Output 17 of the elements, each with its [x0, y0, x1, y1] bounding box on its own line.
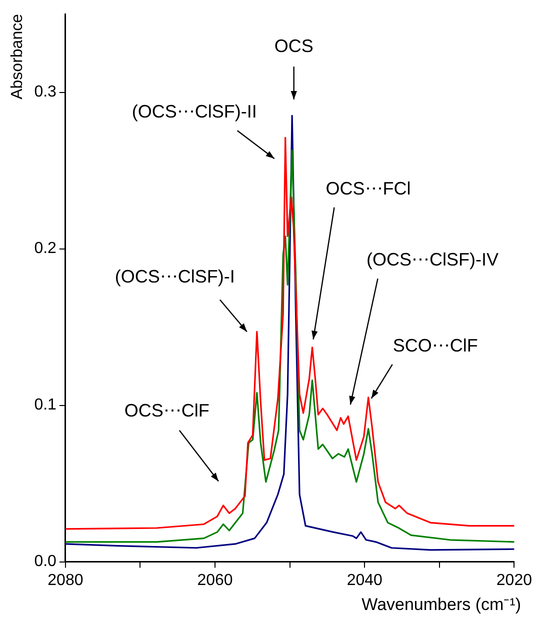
- y-tick-label: 0.3: [34, 84, 57, 101]
- y-axis-title: Absorbance: [9, 14, 26, 100]
- x-tick-label: 2040: [346, 572, 383, 589]
- annotation: SCO⋯ClF: [392, 335, 478, 356]
- y-tick-label: 0.0: [34, 553, 57, 570]
- x-tick-label: 2060: [197, 572, 233, 589]
- annotation: (OCS⋯ClSF)-I: [114, 266, 235, 287]
- y-tick-label: 0.2: [34, 240, 57, 258]
- annotation: OCS⋯ClF: [124, 400, 210, 421]
- x-axis-title: Wavenumbers (cm⁻¹): [362, 595, 521, 614]
- annotation: OCS⋯FCl: [326, 178, 411, 198]
- annotation: (OCS⋯ClSF)-IV: [366, 249, 499, 270]
- x-tick-label: 2080: [48, 572, 84, 589]
- annotation: (OCS⋯ClSF)-II: [132, 102, 257, 122]
- annotation: OCS: [274, 36, 314, 56]
- x-tick-label: 2020: [496, 572, 532, 589]
- y-tick-label: 0.1: [34, 396, 57, 414]
